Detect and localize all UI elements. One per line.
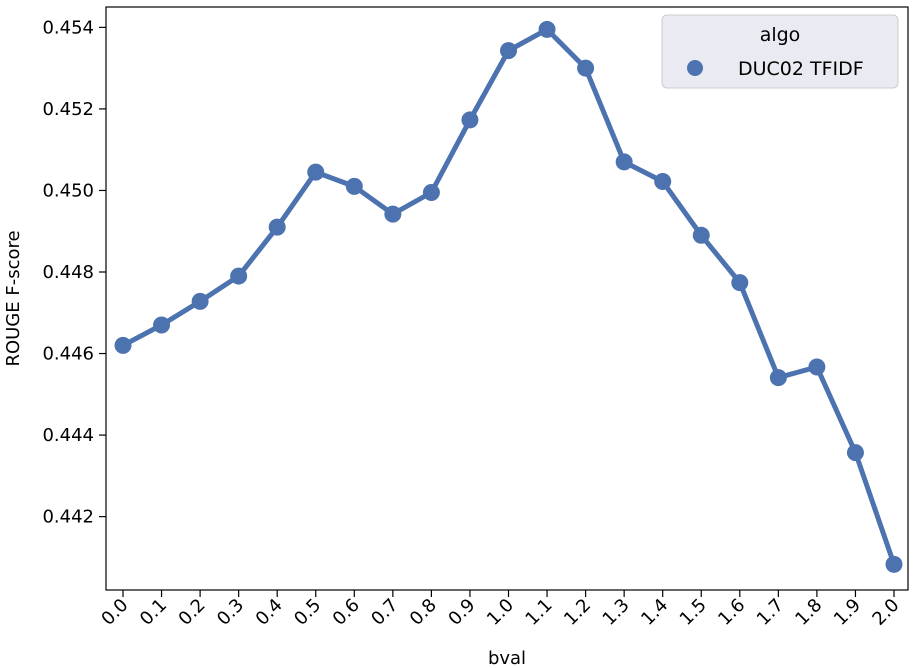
- data-point: [384, 205, 402, 223]
- x-tick-label: 0.4: [252, 595, 287, 630]
- x-axis-ticks: 0.0 0.1 0.2 0.3 0.4 0.5 0.6 0.7 0.8 0.9 1.0 1.1 1.2 1…: [97, 590, 904, 630]
- x-tick-label: 1.2: [560, 595, 595, 630]
- y-tick-label: 0.452: [42, 99, 94, 120]
- x-tick-label: 0.8: [406, 595, 441, 630]
- x-tick-label: 0.5: [290, 595, 325, 630]
- x-axis-label: bval: [488, 648, 526, 668]
- y-tick-label: 0.450: [42, 180, 94, 201]
- x-tick-label: 0.2: [175, 595, 210, 630]
- x-tick-label: 1.4: [637, 595, 672, 630]
- plot-frame: [105, 6, 909, 591]
- data-point: [731, 274, 749, 292]
- x-tick-label: 1.3: [599, 595, 634, 630]
- data-point: [885, 555, 903, 573]
- legend-box: [661, 14, 899, 89]
- x-tick-label: 0.0: [97, 595, 132, 630]
- data-point: [345, 177, 363, 195]
- y-tick-label: 0.448: [42, 262, 94, 283]
- x-tick-label: 1.1: [521, 595, 556, 630]
- x-tick-label: 0.6: [329, 595, 364, 630]
- data-point: [846, 444, 864, 462]
- data-point: [769, 369, 787, 387]
- data-point: [422, 184, 440, 201]
- x-tick-label: 1.7: [753, 595, 788, 630]
- legend-series-label: DUC02 TFIDF: [738, 58, 864, 80]
- data-point: [268, 218, 286, 236]
- y-axis-label: ROUGE F-score: [3, 230, 24, 366]
- y-tick-label: 0.454: [42, 17, 94, 38]
- data-point: [538, 20, 556, 38]
- y-tick-label: 0.444: [42, 425, 94, 446]
- x-tick-label: 1.0: [483, 595, 518, 630]
- data-point: [654, 172, 672, 190]
- legend: algo DUC02 TFIDF: [661, 14, 899, 89]
- legend-marker: [687, 60, 703, 76]
- x-tick-label: 0.9: [444, 595, 479, 630]
- x-tick-label: 2.0: [868, 595, 903, 630]
- data-point: [230, 267, 248, 285]
- data-point: [577, 59, 595, 77]
- data-point: [307, 163, 325, 181]
- data-point: [692, 226, 710, 244]
- data-point: [615, 153, 633, 171]
- x-tick-label: 0.3: [213, 595, 248, 630]
- x-tick-label: 0.7: [367, 595, 402, 630]
- x-tick-label: 1.9: [830, 595, 865, 630]
- y-tick-label: 0.442: [42, 507, 94, 528]
- data-point: [114, 336, 132, 354]
- data-point: [461, 111, 479, 129]
- series-plot: [114, 20, 903, 573]
- y-tick-label: 0.446: [42, 344, 94, 365]
- y-axis-ticks: 0.442 0.444 0.446 0.448 0.450 0.452 0.454: [42, 17, 106, 528]
- x-tick-label: 1.8: [791, 595, 826, 630]
- data-point: [808, 358, 826, 376]
- x-tick-label: 0.1: [136, 595, 171, 630]
- x-tick-label: 1.6: [714, 595, 749, 630]
- data-point: [153, 316, 171, 334]
- data-point: [500, 42, 517, 60]
- legend-title: algo: [760, 24, 801, 46]
- x-tick-label: 1.5: [676, 595, 711, 630]
- data-point: [191, 292, 209, 310]
- series-line: [120, 26, 897, 567]
